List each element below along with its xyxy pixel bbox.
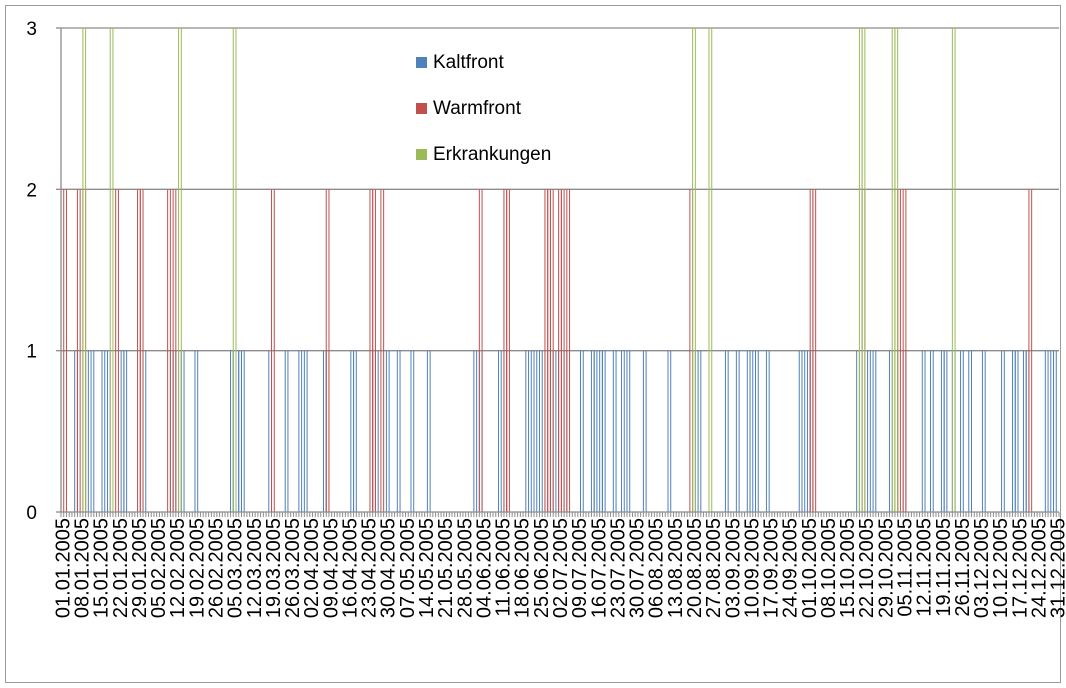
- x-tick-label-24: 18.06.2005: [512, 518, 534, 618]
- x-tick-label-7: 19.02.2005: [186, 518, 208, 618]
- x-tick-label-52: 31.12.2005: [1048, 518, 1066, 618]
- x-tick-label-8: 26.02.2005: [205, 518, 227, 618]
- y-axis-ticks: 0 1 2 3: [26, 19, 61, 524]
- x-tick-label-19: 14.05.2005: [416, 518, 438, 618]
- x-tick-label-28: 16.07.2005: [588, 518, 610, 618]
- x-tick-label-15: 16.04.2005: [339, 518, 361, 618]
- x-tick-label-34: 27.08.2005: [703, 518, 725, 618]
- x-tick-label-6: 12.02.2005: [167, 518, 189, 618]
- x-tick-label-21: 28.05.2005: [454, 518, 476, 618]
- legend-label-kaltfront: Kaltfront: [433, 52, 504, 73]
- x-tick-label-16: 23.04.2005: [359, 518, 381, 618]
- x-tick-label-45: 12.11.2005: [914, 518, 936, 617]
- legend-swatch-warmfront: [416, 103, 427, 114]
- x-tick-label-48: 03.12.2005: [971, 518, 993, 618]
- x-tick-label-20: 21.05.2005: [435, 518, 457, 618]
- x-tick-label-31: 06.08.2005: [646, 518, 668, 618]
- gridlines: [61, 27, 1059, 352]
- x-tick-label-30: 30.07.2005: [627, 518, 649, 618]
- x-tick-label-25: 25.06.2005: [531, 518, 553, 618]
- x-tick-label-37: 17.09.2005: [761, 518, 783, 618]
- x-tick-label-41: 15.10.2005: [837, 518, 859, 618]
- x-tick-label-29: 23.07.2005: [607, 518, 629, 618]
- y-tick-label-0: 0: [26, 503, 37, 524]
- x-tick-label-50: 17.12.2005: [1009, 518, 1031, 618]
- legend-label-warmfront: Warmfront: [433, 98, 522, 119]
- x-tick-label-12: 26.03.2005: [282, 518, 304, 618]
- x-tick-label-42: 22.10.2005: [856, 518, 878, 618]
- x-tick-label-51: 24.12.2005: [1028, 518, 1050, 618]
- x-tick-label-17: 30.04.2005: [378, 518, 400, 618]
- x-tick-label-38: 24.09.2005: [780, 518, 802, 618]
- y-tick-label-1: 1: [26, 342, 37, 363]
- x-tick-label-18: 07.05.2005: [397, 518, 419, 618]
- x-tick-label-43: 29.10.2005: [875, 518, 897, 618]
- x-tick-label-22: 04.06.2005: [473, 518, 495, 618]
- legend-swatch-erkrankungen: [416, 149, 427, 160]
- x-tick-label-39: 01.10.2005: [799, 518, 821, 618]
- x-tick-label-4: 29.01.2005: [129, 518, 151, 618]
- x-tick-label-35: 03.09.2005: [722, 518, 744, 618]
- x-tick-label-13: 02.04.2005: [301, 518, 323, 618]
- x-tick-label-27: 09.07.2005: [569, 518, 591, 618]
- x-tick-label-2: 15.01.2005: [91, 518, 113, 618]
- x-tick-label-23: 11.06.2005: [493, 518, 515, 617]
- y-tick-label-3: 3: [26, 19, 37, 40]
- x-tick-label-9: 05.03.2005: [225, 518, 247, 618]
- x-tick-label-47: 26.11.2005: [952, 518, 974, 617]
- x-tick-label-0: 01.01.2005: [52, 518, 74, 618]
- legend-label-erkrankungen: Erkrankungen: [433, 144, 551, 165]
- x-tick-label-44: 05.11.2005: [895, 518, 917, 617]
- x-tick-label-36: 10.09.2005: [741, 518, 763, 618]
- x-tick-label-5: 05.02.2005: [148, 518, 170, 618]
- x-tick-label-1: 08.01.2005: [72, 518, 94, 618]
- x-tick-label-3: 22.01.2005: [110, 518, 132, 618]
- x-tick-label-40: 08.10.2005: [818, 518, 840, 618]
- x-tick-label-10: 12.03.2005: [244, 518, 266, 618]
- x-tick-label-33: 20.08.2005: [684, 518, 706, 618]
- x-tick-label-32: 13.08.2005: [665, 518, 687, 618]
- legend: Kaltfront Warmfront Erkrankungen: [416, 52, 551, 165]
- bars: [63, 28, 1057, 512]
- x-axis-ticks: 01.01.200508.01.200515.01.200522.01.2005…: [52, 512, 1066, 618]
- y-tick-label-2: 2: [26, 180, 37, 201]
- legend-swatch-kaltfront: [416, 57, 427, 68]
- x-tick-label-26: 02.07.2005: [550, 518, 572, 618]
- x-tick-label-14: 09.04.2005: [320, 518, 342, 618]
- axes: [60, 28, 1059, 513]
- x-tick-label-46: 19.11.2005: [933, 518, 955, 617]
- x-tick-label-49: 10.12.2005: [990, 518, 1012, 618]
- x-tick-label-11: 19.03.2005: [263, 518, 285, 618]
